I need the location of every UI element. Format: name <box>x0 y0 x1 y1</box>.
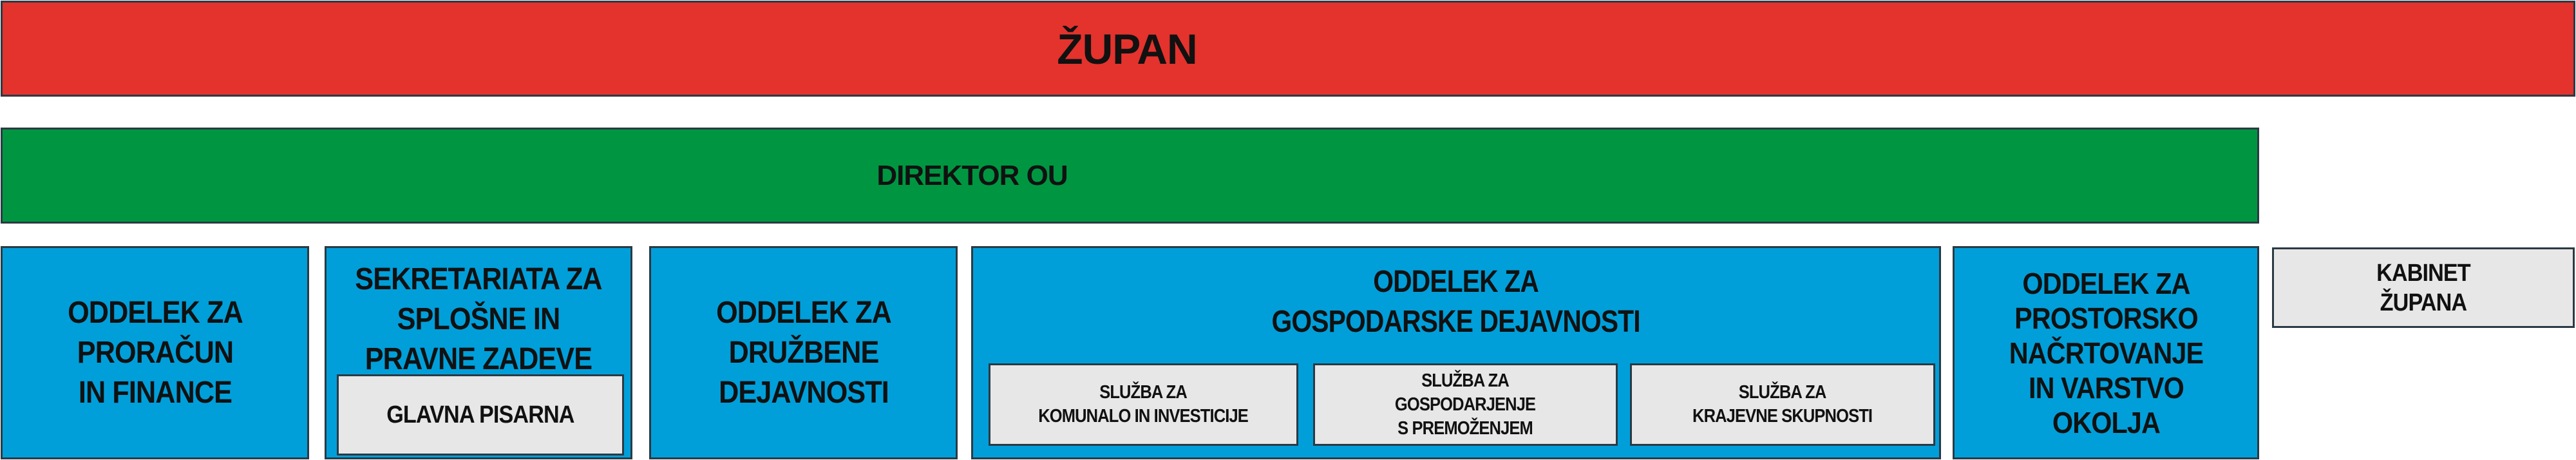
director-box: DIREKTOR OU <box>1 128 2259 224</box>
unit-title: SLUŽBA ZA GOSPODARJENJE S PREMOŽENJEM <box>1395 370 1536 439</box>
department-title: ODDELEK ZA DRUŽBENE DEJAVNOSTI <box>715 295 892 410</box>
mayor-title: ŽUPAN <box>1057 24 1197 73</box>
mayor-box: ŽUPAN <box>1 1 2575 97</box>
department-social-activities: ODDELEK ZA DRUŽBENE DEJAVNOSTI <box>649 246 958 459</box>
unit-title: GLAVNA PISARNA <box>386 401 574 428</box>
department-title: ODDELEK ZA PROSTORSKO NAČRTOVANJE IN VAR… <box>2009 266 2203 439</box>
unit-communal-investments: SLUŽBA ZA KOMUNALO IN INVESTICIJE <box>989 363 1298 446</box>
director-title: DIREKTOR OU <box>876 159 1068 191</box>
department-title: ODDELEK ZA GOSPODARSKE DEJAVNOSTI <box>1271 265 1641 339</box>
cabinet-box: KABINET ŽUPANA <box>2272 247 2575 328</box>
unit-title: SLUŽBA ZA KOMUNALO IN INVESTICIJE <box>1038 382 1249 426</box>
unit-property-management: SLUŽBA ZA GOSPODARJENJE S PREMOŽENJEM <box>1313 363 1618 446</box>
department-secretariat: SEKRETARIATA ZA SPLOŠNE IN PRAVNE ZADEVE… <box>325 246 632 459</box>
cabinet-title: KABINET ŽUPANA <box>2376 259 2471 316</box>
department-economic-activities: ODDELEK ZA GOSPODARSKE DEJAVNOSTI SLUŽBA… <box>971 246 1941 459</box>
unit-title: SLUŽBA ZA KRAJEVNE SKUPNOSTI <box>1692 382 1873 426</box>
department-spatial-planning: ODDELEK ZA PROSTORSKO NAČRTOVANJE IN VAR… <box>1953 246 2259 459</box>
department-budget-finance: ODDELEK ZA PRORAČUN IN FINANCE <box>1 246 309 459</box>
unit-local-communities: SLUŽBA ZA KRAJEVNE SKUPNOSTI <box>1630 363 1935 446</box>
department-title: ODDELEK ZA PRORAČUN IN FINANCE <box>67 295 243 410</box>
department-title: SEKRETARIATA ZA SPLOŠNE IN PRAVNE ZADEVE <box>355 262 602 376</box>
unit-glavna-pisarna: GLAVNA PISARNA <box>337 374 624 455</box>
